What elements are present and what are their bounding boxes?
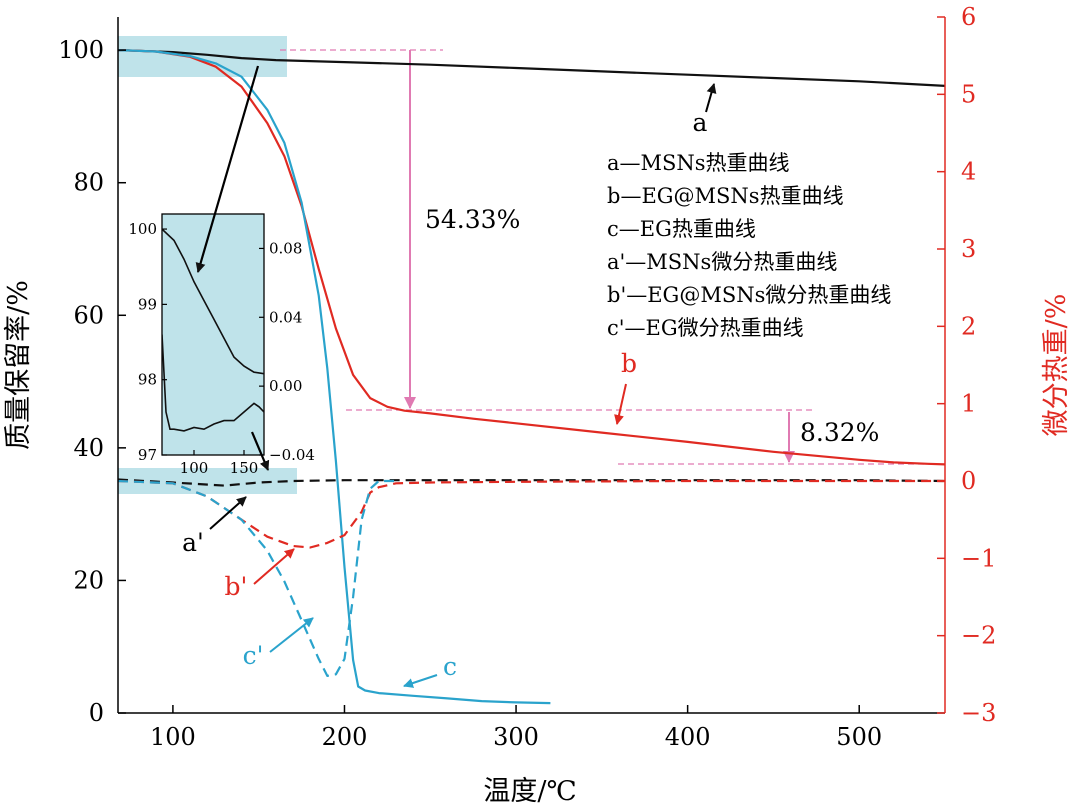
y-right-tick-label: −3	[961, 699, 996, 727]
inset-y-left-tick-label: 98	[138, 371, 157, 389]
y-right-tick-label: 0	[961, 467, 976, 495]
y-left-tick-label: 20	[73, 566, 104, 594]
y-right-tick-label: 2	[961, 312, 976, 340]
y-left-tick-label: 60	[73, 301, 104, 329]
arrow-c	[403, 674, 438, 688]
legend-entry-b: b—EG@MSNs热重曲线	[607, 184, 844, 208]
zoom-highlight-bottom	[118, 468, 297, 494]
axes-frame	[117, 17, 946, 714]
arrow-b-prime	[253, 548, 295, 585]
y-right-tick-label: 4	[961, 158, 976, 186]
x-tick-label: 400	[665, 723, 711, 751]
inset-y-left-tick-label: 99	[138, 295, 157, 313]
x-tick-label: 300	[493, 723, 539, 751]
legend-entry-a: a—MSNs热重曲线	[607, 151, 790, 175]
y-right-tick-label: 1	[961, 390, 976, 418]
curve-label-b-prime: b'	[225, 572, 248, 601]
curve-label-b: b	[621, 349, 637, 378]
series-layer	[118, 49, 945, 705]
zoom-arrow-bottom	[250, 431, 270, 471]
y-left-tick-label: 80	[73, 169, 104, 197]
zoom-arrow-top	[195, 65, 260, 273]
legend-entry-a-prime: a'—MSNs微分热重曲线	[607, 250, 837, 274]
curve-label-a: a	[693, 108, 708, 137]
y-right-tick-label: 6	[961, 3, 976, 31]
inset-background	[161, 213, 265, 456]
series-line-a	[118, 49, 945, 87]
arrow-b	[614, 383, 627, 425]
inset-tg-line	[162, 228, 264, 375]
arrow-c-prime	[269, 617, 314, 653]
inset-y-left-tick-label: 100	[128, 220, 157, 238]
inset-y-right-tick-label: 0.08	[269, 239, 302, 257]
inset-y-left-tick-label: 97	[138, 446, 157, 464]
y-axis-left-label: 质量保留率/%	[3, 280, 34, 450]
legend-entry-c: c—EG热重曲线	[607, 217, 756, 241]
zoom-highlight-top	[118, 36, 287, 77]
y-right-tick-label: −2	[961, 622, 996, 650]
y-left-tick-label: 100	[58, 36, 104, 64]
inset-series-layer	[162, 228, 264, 432]
inset-plot: 100 150 97 98 99 100 −0.04 0.00 0.04 0.08	[128, 213, 315, 477]
x-axis-label: 温度/℃	[483, 776, 576, 807]
y-axis-right-label: 微分热重/%	[1041, 294, 1072, 437]
inset-dtg-line	[162, 334, 264, 432]
inset-x-tick-label: 150	[230, 459, 259, 477]
ticks-layer: 100 200 300 400 500 0 20 40 60 80 100 −3 −2 −1 0 1 2 3 4 5 6	[58, 3, 996, 751]
legend: a—MSNs热重曲线 b—EG@MSNs热重曲线 c—EG热重曲线 a'—MSN…	[607, 151, 891, 340]
series-line-c	[118, 49, 551, 705]
series-line-a-prime	[118, 478, 945, 487]
reference-lines	[280, 49, 940, 465]
loss-label-54: 54.33%	[425, 205, 520, 234]
series-line-b-prime	[118, 479, 945, 549]
inset-y-right-tick-label: 0.00	[269, 377, 302, 395]
y-right-tick-label: 5	[961, 80, 976, 108]
x-tick-label: 500	[836, 723, 882, 751]
x-tick-label: 100	[150, 723, 196, 751]
arrow-a-prime	[209, 496, 247, 530]
inset-x-tick-label: 100	[180, 459, 209, 477]
y-right-tick-label: 3	[961, 235, 976, 263]
legend-entry-c-prime: c'—EG微分热重曲线	[607, 316, 804, 340]
y-left-tick-label: 40	[73, 434, 104, 462]
x-tick-label: 200	[322, 723, 368, 751]
legend-entry-b-prime: b'—EG@MSNs微分热重曲线	[607, 283, 891, 307]
curve-label-c: c	[443, 652, 457, 681]
series-line-b	[118, 49, 945, 466]
curve-label-a-prime: a'	[182, 528, 204, 557]
y-right-tick-label: −1	[961, 544, 996, 572]
curve-label-c-prime: c'	[243, 641, 264, 670]
inset-y-right-tick-label: −0.04	[269, 446, 315, 464]
inset-ticks-layer: 100 150 97 98 99 100 −0.04 0.00 0.04 0.08	[128, 220, 315, 477]
loss-label-8: 8.32%	[800, 418, 879, 447]
arrow-a	[705, 83, 717, 113]
y-left-tick-label: 0	[89, 699, 104, 727]
inset-y-right-tick-label: 0.04	[269, 308, 302, 326]
series-line-c-prime	[118, 479, 396, 678]
